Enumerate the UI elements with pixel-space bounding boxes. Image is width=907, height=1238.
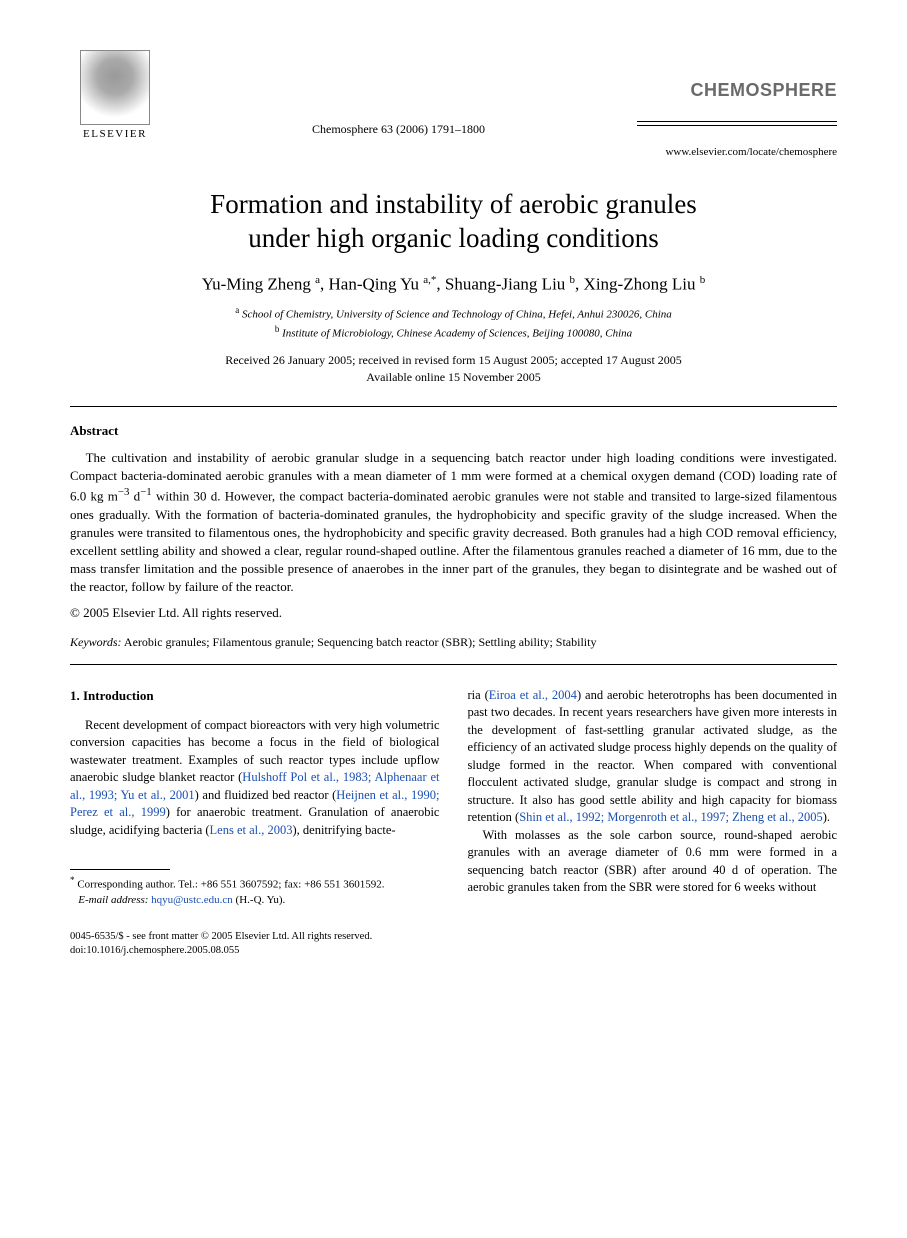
keywords-text: Aerobic granules; Filamentous granule; S… [122,635,597,649]
author-1: Yu-Ming Zheng [202,274,315,293]
header-row: ELSEVIER Chemosphere 63 (2006) 1791–1800… [70,50,837,140]
author-3: Shuang-Jiang Liu [445,274,570,293]
doi-block: 0045-6535/$ - see front matter © 2005 El… [70,930,837,958]
author-4-aff: b [700,274,706,286]
author-4: Xing-Zhong Liu [584,274,700,293]
corr-text: Corresponding author. Tel.: +86 551 3607… [77,879,384,891]
article-title: Formation and instability of aerobic gra… [130,188,777,256]
journal-reference: Chemosphere 63 (2006) 1791–1800 [160,50,637,137]
intro-heading: 1. Introduction [70,687,440,705]
citation-link[interactable]: Shin et al., 1992; Morgenroth et al., 19… [519,810,823,824]
affiliation-b: Institute of Microbiology, Chinese Acade… [282,328,632,340]
email-link[interactable]: hqyu@ustc.edu.cn [151,894,233,906]
two-column-body: 1. Introduction Recent development of co… [70,687,837,908]
abstract-body: The cultivation and instability of aerob… [70,449,837,597]
keywords-label: Keywords: [70,635,122,649]
left-column: 1. Introduction Recent development of co… [70,687,440,908]
t: ). [823,810,830,824]
email-label: E-mail address: [78,894,148,906]
author-2: Han-Qing Yu [329,274,424,293]
rule [637,121,837,122]
corresponding-footnote: * Corresponding author. Tel.: +86 551 36… [70,874,440,907]
abstract-text-mid: d [129,489,140,504]
dates: Received 26 January 2005; received in re… [70,352,837,386]
intro-para-right-1: ria (Eiroa et al., 2004) and aerobic het… [468,687,838,827]
elsevier-tree-icon [80,50,150,125]
citation-link[interactable]: Lens et al., 2003 [210,823,293,837]
author-1-aff: a [315,274,320,286]
abstract-heading: Abstract [70,423,837,439]
abstract-sup-1: −3 [118,486,130,498]
journal-url[interactable]: www.elsevier.com/locate/chemosphere [70,146,837,158]
affiliations: a School of Chemistry, University of Sci… [70,304,837,342]
title-line-1: Formation and instability of aerobic gra… [210,189,697,219]
keywords: Keywords: Aerobic granules; Filamentous … [70,635,837,650]
rule [637,125,837,126]
affiliation-a: School of Chemistry, University of Scien… [242,309,672,321]
doi: doi:10.1016/j.chemosphere.2005.08.055 [70,945,239,956]
journal-logo-block: CHEMOSPHERE [637,50,837,128]
abstract-text-2: within 30 d. However, the compact bacter… [70,489,837,595]
online-date: Available online 15 November 2005 [366,370,540,384]
front-matter: 0045-6535/$ - see front matter © 2005 El… [70,931,372,942]
publisher-block: ELSEVIER [70,50,160,140]
author-2-aff: a,* [423,274,436,286]
t: ria ( [468,688,489,702]
rule-above-abstract [70,406,837,407]
title-line-2: under high organic loading conditions [248,223,658,253]
t: ), denitrifying bacte- [293,823,396,837]
author-3-aff: b [570,274,576,286]
right-column: ria (Eiroa et al., 2004) and aerobic het… [468,687,838,908]
abstract-sup-2: −1 [140,486,152,498]
publisher-label: ELSEVIER [83,128,147,140]
abstract-copyright: © 2005 Elsevier Ltd. All rights reserved… [70,605,837,621]
rule-below-keywords [70,664,837,665]
t: ) and fluidized bed reactor ( [195,788,337,802]
citation-link[interactable]: Eiroa et al., 2004 [489,688,577,702]
authors: Yu-Ming Zheng a, Han-Qing Yu a,*, Shuang… [70,274,837,295]
intro-para-left: Recent development of compact bioreactor… [70,717,440,840]
intro-para-right-2: With molasses as the sole carbon source,… [468,827,838,897]
footnote-rule [70,869,170,870]
received-date: Received 26 January 2005; received in re… [225,353,682,367]
email-who: (H.-Q. Yu). [233,894,285,906]
t: ) and aerobic heterotrophs has been docu… [468,688,838,825]
journal-logo: CHEMOSPHERE [637,80,837,101]
